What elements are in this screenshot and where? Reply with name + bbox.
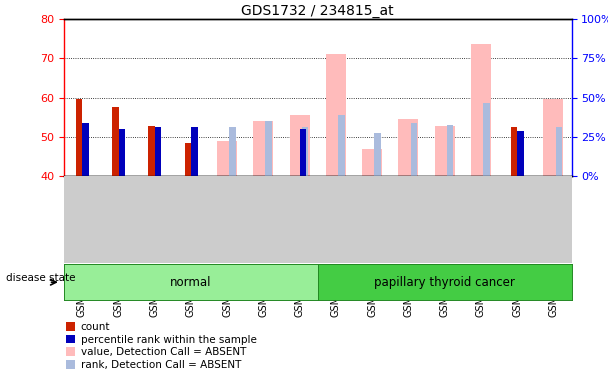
Bar (362, 149, 382, 176)
Bar (447, 125, 454, 176)
Text: normal: normal (170, 276, 212, 289)
Bar (155, 127, 161, 176)
Bar (435, 126, 455, 176)
Bar (302, 127, 308, 176)
Bar (300, 129, 306, 176)
Bar (511, 127, 517, 176)
Bar (185, 143, 191, 176)
Bar (410, 123, 417, 176)
Title: GDS1732 / 234815_at: GDS1732 / 234815_at (241, 4, 394, 18)
Bar (82, 123, 89, 176)
Bar (119, 129, 125, 176)
Bar (375, 133, 381, 176)
Bar (289, 115, 309, 176)
Bar (483, 104, 489, 176)
Bar (112, 107, 119, 176)
Bar (191, 127, 198, 176)
Bar (254, 121, 273, 176)
Bar (76, 99, 82, 176)
Text: papillary thyroid cancer: papillary thyroid cancer (374, 276, 515, 289)
Bar (148, 126, 155, 176)
Bar (266, 121, 272, 176)
Text: disease state: disease state (6, 273, 75, 284)
Bar (338, 115, 345, 176)
Bar (217, 141, 237, 176)
Bar (326, 54, 346, 176)
Bar (398, 119, 418, 176)
Bar (471, 44, 491, 176)
Bar (556, 127, 562, 176)
Bar (229, 127, 236, 176)
Bar (517, 131, 524, 176)
Bar (544, 99, 564, 176)
Legend: count, percentile rank within the sample, value, Detection Call = ABSENT, rank, : count, percentile rank within the sample… (66, 322, 257, 370)
